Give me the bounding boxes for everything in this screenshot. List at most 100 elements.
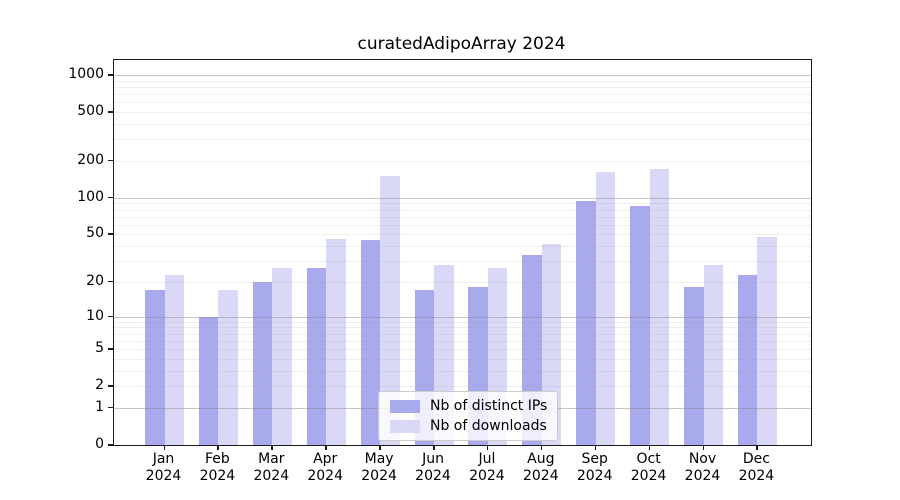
- gridline-minor: [114, 386, 811, 388]
- gridline-major: [114, 75, 811, 76]
- gridline-minor: [114, 216, 811, 218]
- y-tick-mark: [108, 111, 113, 113]
- gridline-minor: [114, 281, 811, 283]
- gridline-minor: [114, 333, 811, 335]
- y-tick-label: 500: [77, 103, 104, 120]
- x-tick-mark: [702, 445, 704, 450]
- gridline-minor: [114, 321, 811, 323]
- x-tick-label: Jun 2024: [415, 451, 451, 484]
- x-tick-label: Mar 2024: [253, 451, 290, 484]
- x-tick-mark: [594, 445, 597, 450]
- y-tick-label: 1: [95, 398, 104, 415]
- gridline-major: [114, 197, 811, 199]
- gridline-minor: [114, 327, 811, 329]
- y-tick-label: 20: [86, 272, 104, 289]
- bar-distinct-ips: [576, 200, 596, 445]
- bar-distinct-ips: [198, 316, 219, 445]
- legend-item-distinct-ips: Nb of distinct IPs: [390, 398, 547, 414]
- bar-distinct-ips: [252, 281, 273, 445]
- y-tick-mark: [108, 159, 113, 162]
- y-tick-label: 10: [86, 307, 104, 324]
- y-tick-mark: [108, 385, 113, 387]
- bar-distinct-ips: [145, 290, 165, 445]
- gridline-minor: [114, 102, 811, 104]
- gridline-minor: [114, 203, 811, 205]
- x-tick-mark: [271, 445, 273, 450]
- gridline-minor: [114, 160, 811, 162]
- y-tick-mark: [108, 233, 113, 235]
- y-tick-label: 100: [77, 188, 104, 205]
- legend-swatch-downloads-icon: [390, 419, 420, 433]
- x-tick-label: Oct 2024: [630, 451, 667, 484]
- bar-downloads: [272, 268, 292, 445]
- chart-title: curatedAdipoArray 2024: [357, 34, 566, 54]
- x-tick-label: Jul 2024: [469, 451, 505, 484]
- x-tick-mark: [325, 445, 327, 450]
- x-tick-label: Dec 2024: [738, 451, 775, 484]
- gridline-minor: [114, 370, 811, 372]
- gridline-minor: [114, 112, 811, 114]
- bar-distinct-ips: [684, 287, 704, 445]
- bar-distinct-ips: [306, 268, 327, 445]
- gridline-minor: [114, 224, 811, 226]
- gridline-minor: [114, 261, 811, 263]
- y-tick-mark: [108, 444, 113, 446]
- y-tick-label: 200: [77, 151, 104, 168]
- gridline-minor: [114, 86, 811, 88]
- legend-item-downloads: Nb of downloads: [390, 418, 547, 434]
- bar-downloads: [218, 290, 238, 445]
- bar-downloads: [380, 175, 400, 445]
- gridline-minor: [114, 139, 811, 141]
- bar-distinct-ips: [737, 274, 758, 445]
- x-tick-label: Apr 2024: [307, 451, 343, 484]
- y-tick-label: 1000: [68, 66, 104, 82]
- x-tick-mark: [756, 445, 758, 450]
- y-tick-mark: [108, 406, 113, 409]
- gridline-minor: [114, 349, 811, 351]
- gridline-minor: [114, 358, 811, 360]
- bar-downloads: [757, 236, 777, 445]
- gridline-minor: [114, 123, 811, 125]
- y-tick-mark: [108, 280, 113, 283]
- x-tick-mark: [648, 445, 651, 450]
- y-tick-mark: [108, 74, 113, 76]
- x-tick-mark: [433, 445, 435, 450]
- x-tick-label: Feb 2024: [199, 451, 236, 484]
- y-tick-mark: [108, 348, 113, 350]
- x-tick-mark: [540, 445, 543, 450]
- x-tick-mark: [217, 445, 219, 450]
- x-tick-mark: [486, 445, 489, 450]
- bar-downloads: [164, 274, 184, 445]
- y-tick-mark: [108, 315, 113, 318]
- gridline-minor: [114, 234, 811, 236]
- y-tick-label: 0: [95, 436, 104, 452]
- bar-downloads: [595, 171, 616, 445]
- gridline-major: [114, 316, 811, 318]
- bar-downloads: [649, 168, 670, 445]
- legend: Nb of distinct IPs Nb of downloads: [378, 391, 559, 441]
- y-tick-label: 50: [86, 225, 104, 242]
- y-tick-mark: [108, 196, 113, 199]
- x-tick-mark: [379, 445, 381, 450]
- y-tick-label: 5: [95, 340, 104, 357]
- gridline-minor: [114, 94, 811, 96]
- bar-distinct-ips: [630, 206, 650, 445]
- gridline-minor: [114, 80, 811, 82]
- gridline-minor: [114, 209, 811, 211]
- plot-area: [113, 59, 812, 446]
- gridline-minor: [114, 340, 811, 342]
- bar-downloads: [703, 264, 723, 445]
- x-tick-label: Aug 2024: [522, 451, 559, 484]
- x-tick-label: May 2024: [361, 451, 397, 484]
- bar-downloads: [326, 238, 346, 445]
- x-tick-label: Sep 2024: [576, 451, 613, 484]
- x-tick-mark: [163, 445, 165, 450]
- legend-swatch-distinct-ips-icon: [390, 399, 420, 413]
- x-tick-label: Jan 2024: [145, 451, 182, 484]
- y-tick-label: 2: [95, 377, 104, 394]
- legend-label-downloads: Nb of downloads: [430, 418, 547, 434]
- x-tick-label: Nov 2024: [684, 451, 721, 484]
- gridline-minor: [114, 246, 811, 248]
- legend-label-distinct-ips: Nb of distinct IPs: [430, 398, 548, 414]
